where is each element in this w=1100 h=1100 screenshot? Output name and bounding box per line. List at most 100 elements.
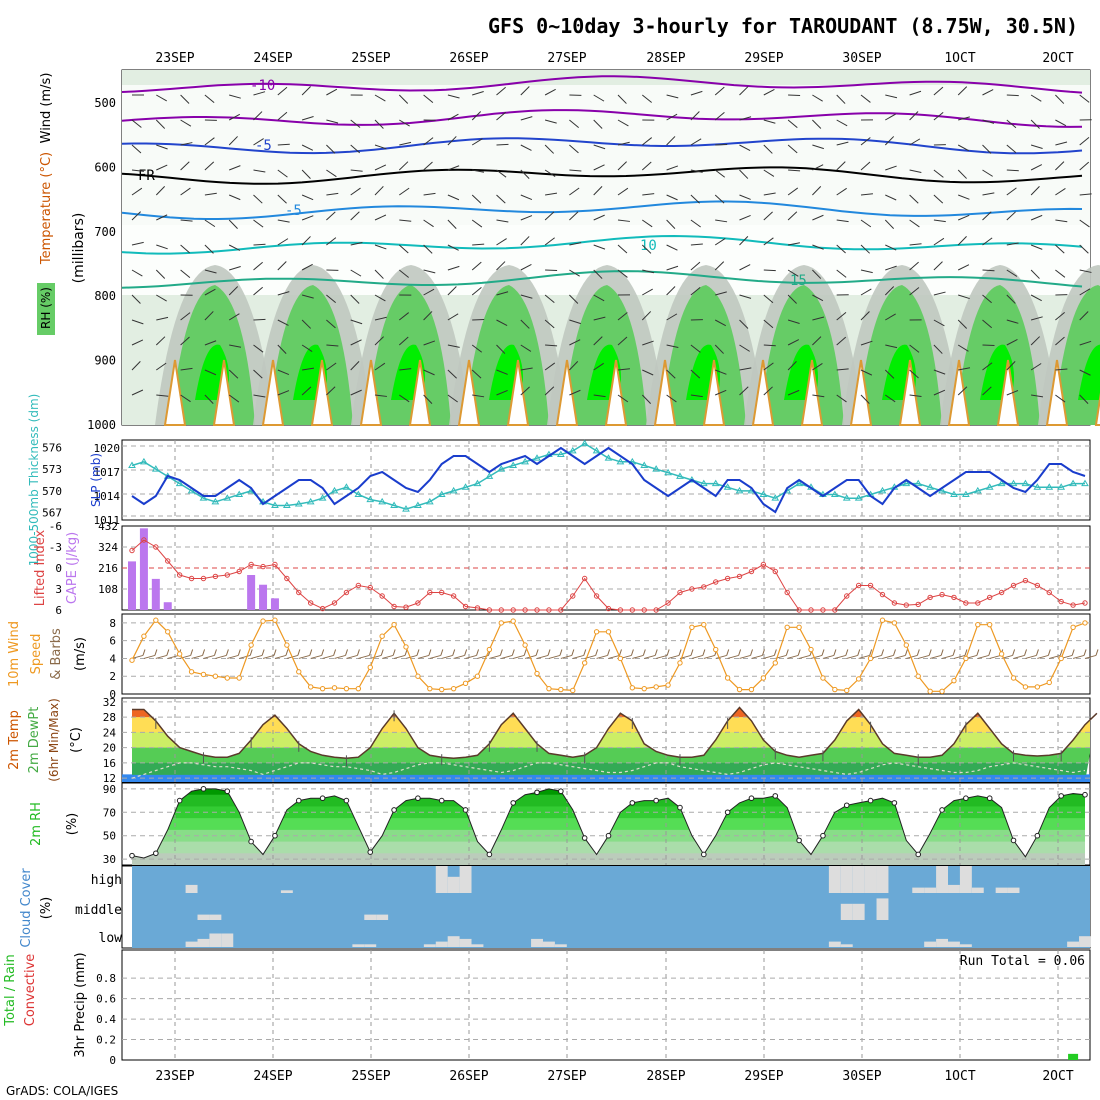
wind-barb [690, 287, 701, 296]
lifted-index-marker [188, 575, 195, 582]
lifted-index-marker [641, 607, 647, 613]
cloud-bar [352, 944, 365, 947]
wind-barb [885, 194, 897, 201]
wind-barb [1006, 94, 1019, 97]
wind-barb [860, 94, 871, 103]
wind-barb [1031, 394, 1044, 398]
wind-barb [204, 192, 217, 196]
thickness-marker [449, 486, 458, 494]
bottom-date-axis: 23SEP 24SEP 25SEP 26SEP 27SEP 28SEP 29SEP 30SEP… [155, 1069, 1073, 1084]
rh-marker [772, 793, 779, 799]
wind-barb [957, 264, 970, 271]
wind-barb [180, 312, 191, 321]
wind-barb-flag [356, 649, 360, 656]
contour-label: -10 [250, 78, 275, 94]
wind-barb [520, 344, 532, 352]
wind-speed-marker [963, 655, 969, 662]
wind-barb [860, 311, 870, 321]
wind-ylabel-a: 10m Wind [7, 621, 22, 687]
wind-barb [763, 362, 774, 371]
wind-barb [1055, 311, 1065, 321]
rh-marker [796, 837, 802, 844]
temperature-line [132, 706, 1098, 760]
contour-label: 15 [790, 273, 807, 289]
wind-barb [472, 169, 485, 173]
thickness-marker [175, 479, 184, 487]
wind-tick-label: 4 [109, 652, 116, 665]
wind-barb [836, 94, 846, 104]
upper-ylabel-rh: RH (%) [39, 287, 53, 329]
wind-barb [155, 269, 166, 279]
rh-marker [1010, 837, 1017, 844]
temp-ylabel-unit: (°C) [69, 727, 84, 753]
wind-barb [812, 214, 824, 221]
thickness-marker [664, 468, 672, 476]
wind-barb-10m [632, 654, 644, 659]
wind-speed-marker [665, 682, 671, 688]
wind-barb [641, 94, 652, 103]
lifted-index-marker [272, 561, 278, 568]
precip-panel-bg [121, 949, 1091, 1061]
wind-speed-marker [307, 684, 314, 690]
wind-barb [1055, 219, 1068, 223]
wind-barb-10m [656, 654, 668, 659]
wind-barb [617, 336, 628, 346]
wind-barb [253, 369, 263, 379]
rh-marker [248, 838, 254, 845]
wind-barb [933, 389, 946, 396]
wind-barb [909, 219, 920, 228]
wind-barb [1055, 161, 1065, 171]
thickness-marker [461, 483, 470, 490]
wind-barb [690, 261, 701, 271]
wind-barb [957, 86, 968, 96]
wind-speed-marker [1034, 684, 1041, 690]
upper-ylabel-wind: Wind (m/s) [39, 73, 54, 144]
lifted-index-marker [796, 607, 802, 613]
wind-barb [180, 336, 190, 346]
wind-barb [545, 344, 558, 347]
lifted-index-marker [462, 603, 469, 610]
wind-barb [884, 286, 895, 296]
thickness-marker [830, 490, 839, 498]
lifted-index-marker [772, 568, 778, 575]
wind-speed-marker [319, 685, 326, 692]
thickness-marker [366, 495, 375, 503]
wind-barb [131, 361, 141, 371]
lifted-index-marker [427, 589, 433, 596]
wind-barb [277, 390, 290, 396]
wind-barb [1079, 394, 1089, 404]
wind-speed-marker [570, 687, 576, 694]
wind-speed-marker [915, 673, 921, 679]
wind-barb [617, 219, 630, 222]
wind-barb-flag [464, 649, 468, 656]
lifted-index-marker [558, 607, 564, 613]
wind-barb [520, 263, 532, 271]
cape-ylabel-cape: CAPE (J/kg) [65, 532, 80, 604]
wind-barb [909, 394, 922, 397]
wind-barb [472, 243, 485, 246]
temp-band [132, 762, 1090, 775]
wind-barb [739, 294, 752, 299]
wind-barb-flag [666, 649, 670, 656]
dry-tongue [702, 359, 726, 426]
wind-barb [666, 313, 678, 321]
wind-barb [666, 369, 676, 379]
wind-barb [715, 219, 728, 223]
temperature-contour [121, 200, 1083, 220]
thickness-marker [425, 497, 434, 505]
wind-barb [471, 286, 482, 296]
thickness-marker [616, 457, 625, 465]
cape-ylabel-li: Lifted Index [33, 529, 48, 606]
wind-speed-marker [879, 617, 886, 623]
wind-barb-flag [952, 649, 956, 656]
wind-barb [690, 169, 703, 173]
wind-barb [131, 319, 144, 325]
cloud-bar [435, 866, 448, 893]
wind-barb [569, 294, 579, 304]
wind-barb-flag [1095, 649, 1099, 656]
contour-label: FR [138, 168, 155, 184]
wind-barb [253, 91, 266, 96]
wind-barb-flag [452, 649, 456, 656]
wind-barb [350, 294, 360, 304]
wind-barb [447, 244, 459, 251]
